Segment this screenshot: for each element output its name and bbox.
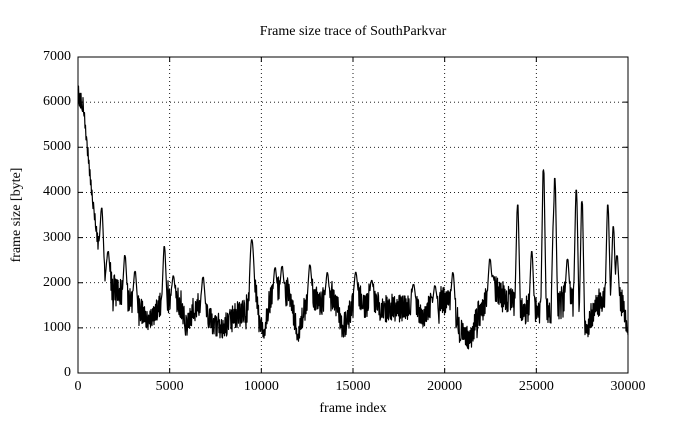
x-tick-label: 0 <box>74 379 82 394</box>
y-tick-label: 4000 <box>43 184 71 200</box>
y-tick-label: 6000 <box>43 94 71 110</box>
x-tick-label: 30000 <box>610 379 646 394</box>
y-tick-label: 1000 <box>43 319 71 335</box>
y-tick-label: 7000 <box>43 49 71 64</box>
x-axis-label: frame index <box>319 401 387 416</box>
y-tick-label: 2000 <box>43 274 71 290</box>
y-tick-label: 3000 <box>43 229 71 245</box>
y-tick-label: 5000 <box>43 139 71 155</box>
x-tick-label: 25000 <box>518 379 554 394</box>
x-tick-label: 5000 <box>155 379 184 394</box>
chart-title: Frame size trace of SouthParkvar <box>259 24 447 39</box>
x-tick-label: 20000 <box>427 379 463 394</box>
x-tick-label: 10000 <box>243 379 279 394</box>
y-axis-label: frame size [byte] <box>9 167 24 263</box>
x-tick-label: 15000 <box>335 379 371 394</box>
y-tick-label: 0 <box>64 365 71 380</box>
